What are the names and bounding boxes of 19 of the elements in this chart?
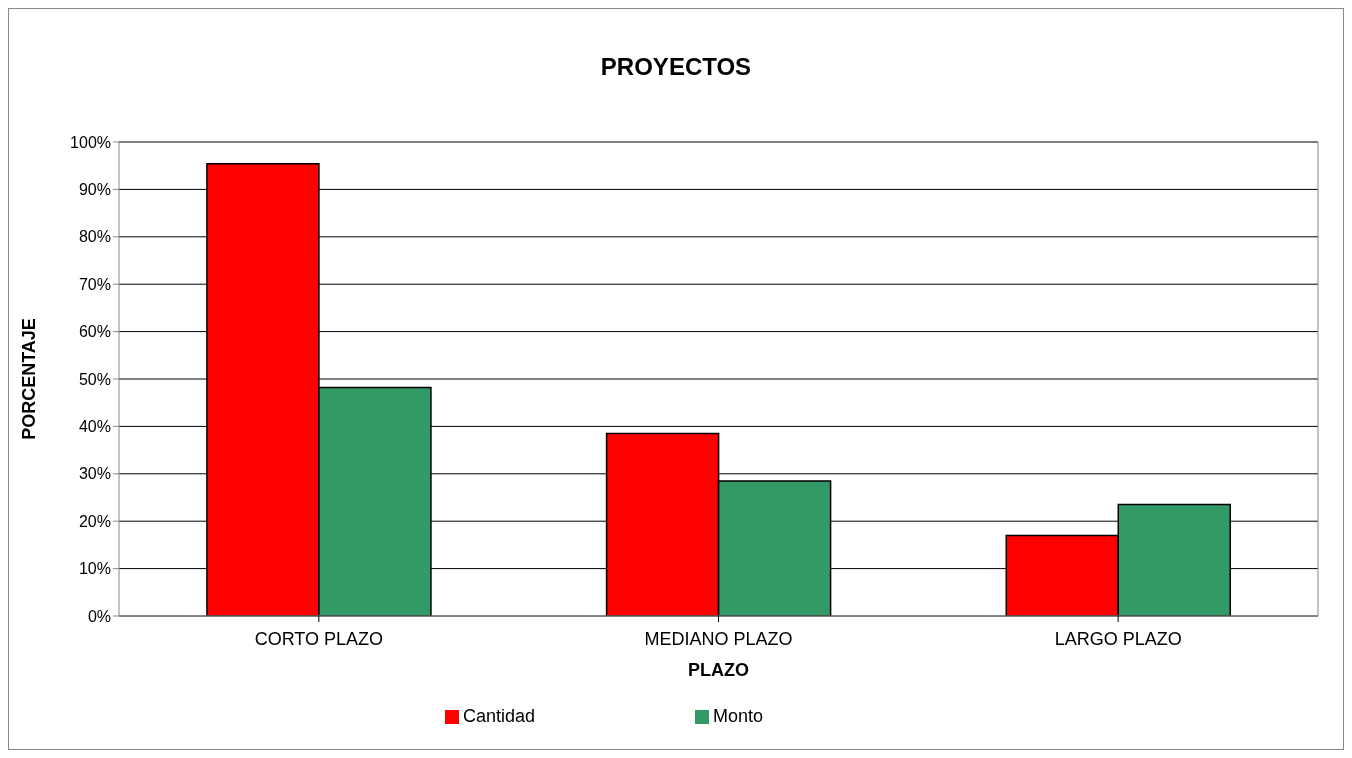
y-tick-label: 30% xyxy=(78,465,111,483)
y-tick-label: 40% xyxy=(78,418,111,436)
y-axis-title: PORCENTAJE xyxy=(19,318,40,440)
y-tick-label: 60% xyxy=(78,323,111,341)
y-tick-label: 0% xyxy=(87,607,111,625)
x-tick-label: LARGO PLAZO xyxy=(1054,628,1182,649)
legend-label: Cantidad xyxy=(462,706,536,726)
y-tick-label: 90% xyxy=(78,181,111,199)
y-tick-label: 80% xyxy=(78,228,111,246)
y-tick-label: 100% xyxy=(70,133,111,151)
x-tick-label: MEDIANO PLAZO xyxy=(644,628,793,649)
chart-title: PROYECTOS xyxy=(599,53,753,81)
x-axis-title: PLAZO xyxy=(688,660,749,680)
y-tick-label: 10% xyxy=(78,560,111,578)
y-tick-label: 20% xyxy=(78,512,111,530)
y-tick-label: 50% xyxy=(78,370,111,388)
legend-label: Monto xyxy=(713,706,764,726)
y-tick-label: 70% xyxy=(78,275,111,293)
x-tick-label: CORTO PLAZO xyxy=(254,628,384,649)
